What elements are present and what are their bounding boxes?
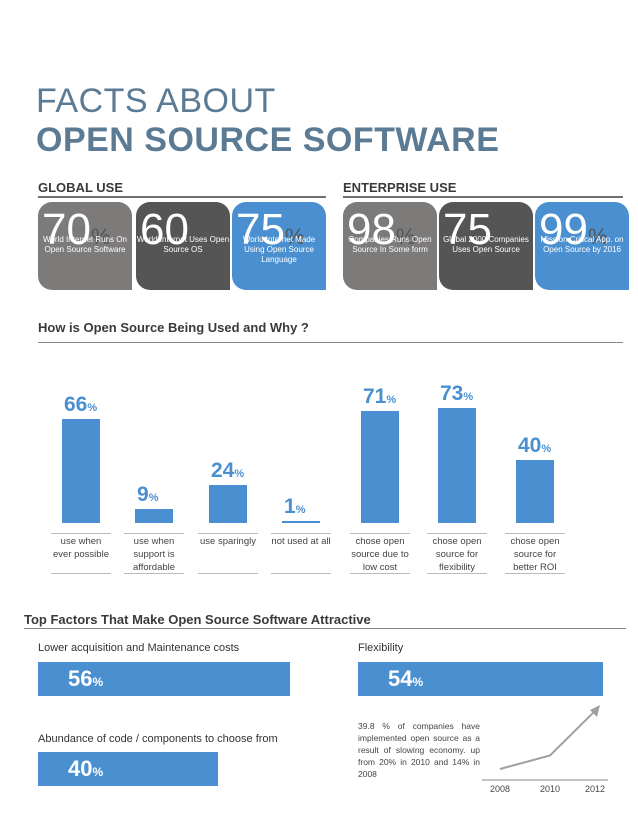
factors-heading: Top Factors That Make Open Source Softwa… (24, 612, 371, 627)
stat-tile-global-1: 70% World Internet Runs On Open Source S… (38, 202, 132, 290)
enterprise-use-heading: ENTERPRISE USE (343, 180, 457, 195)
label-rule (271, 533, 331, 534)
bar-1 (62, 418, 100, 523)
factor-bar-abundance: 40% (38, 752, 218, 786)
factor-label-costs: Lower acquisition and Maintenance costs (38, 642, 240, 654)
label-rule (505, 573, 565, 574)
stat-value: 70% (42, 205, 111, 254)
label-rule (350, 573, 410, 574)
label-rule (505, 533, 565, 534)
stat-tile-global-3: 75% World Internet Made Using Open Sourc… (232, 202, 326, 290)
trend-arrowhead (590, 704, 600, 717)
bar-3 (209, 485, 247, 523)
trend-line (499, 710, 596, 770)
stat-desc: Global 2000 Companies Uses Open Source (443, 235, 529, 254)
trend-line-chart: 2008 2010 2012 (482, 704, 608, 794)
label-rule (51, 533, 111, 534)
label-rule (124, 573, 184, 574)
bar-category-label: chose open source for better ROI (510, 536, 560, 573)
bar-5 (361, 410, 399, 523)
page-title-line1: FACTS ABOUT (36, 82, 276, 120)
stat-desc: Companies Runs Open Source In Some form (348, 235, 432, 254)
stat-value: 99% (539, 205, 608, 254)
bar-category-label: chose open source due to low cost (351, 536, 409, 573)
bar-category-label: not used at all (271, 536, 331, 547)
stat-tile-enterprise-2: 75% Global 2000 Companies Uses Open Sour… (439, 202, 533, 290)
factor-value-flexibility: 54% (388, 666, 424, 691)
bar-value-label: 71% (363, 384, 397, 408)
bar-value-label: 9% (137, 482, 159, 506)
label-rule (271, 573, 331, 574)
bar-6 (438, 407, 476, 523)
stat-value: 98% (347, 205, 416, 254)
factors-rule (24, 628, 626, 629)
stat-desc: World Internet Runs On Open Source Softw… (43, 235, 127, 254)
stat-desc: World Internet Uses Open Source OS (136, 235, 230, 254)
stat-value: 75% (236, 205, 305, 254)
x-tick-label: 2008 (490, 784, 510, 794)
factor-value-costs: 56% (68, 666, 104, 691)
bar-category-label: chose open source for flexibility (432, 536, 482, 573)
bar-value-label: 24% (211, 459, 245, 483)
bar-value-label: 1% (284, 495, 306, 519)
stat-tile-global-2: 60% World Internet Uses Open Source OS (136, 202, 230, 290)
bar-category-label: use sparingly (200, 536, 256, 547)
label-rule (124, 533, 184, 534)
x-tick-label: 2012 (585, 784, 605, 794)
bar-value-label: 73% (440, 381, 474, 405)
bar-category-label: use when support is affordable (132, 536, 176, 573)
factor-bar-costs: 56% (38, 662, 290, 696)
stat-tile-enterprise-3: 99% Mission Critical App. on Open Source… (535, 202, 629, 290)
label-rule (51, 573, 111, 574)
label-rule (198, 573, 258, 574)
stat-desc: World Internet Made Using Open Source La… (242, 235, 316, 264)
bar-value-label: 40% (518, 433, 552, 457)
enterprise-use-rule (343, 196, 623, 198)
bar-2 (135, 508, 173, 523)
stat-value: 75% (443, 205, 512, 254)
bar-7 (516, 459, 554, 523)
label-rule (350, 533, 410, 534)
x-tick-label: 2010 (540, 784, 560, 794)
global-use-rule (38, 196, 326, 198)
label-rule (427, 573, 487, 574)
factor-note: 39.8 % of companies have implemented ope… (358, 721, 480, 779)
factor-bar-flexibility: 54% (358, 662, 603, 696)
label-rule (198, 533, 258, 534)
stat-tile-enterprise-1: 98% Companies Runs Open Source In Some f… (343, 202, 437, 290)
bar-4 (282, 521, 320, 523)
label-rule (427, 533, 487, 534)
factor-value-abundance: 40% (68, 756, 104, 781)
global-use-heading: GLOBAL USE (38, 180, 123, 195)
bar-category-label: use when ever possible (53, 536, 109, 560)
factor-label-flexibility: Flexibility (358, 642, 404, 654)
usage-rule (38, 342, 623, 343)
usage-bar-chart: 66% use when ever possible 9% use when supp… (51, 381, 565, 574)
factor-label-abundance: Abundance of code / components to choose… (38, 733, 278, 745)
stat-value: 60% (140, 205, 209, 254)
stat-desc: Mission Critical App. on Open Source by … (540, 235, 624, 254)
usage-heading: How is Open Source Being Used and Why ? (38, 320, 309, 335)
bar-value-label: 66% (64, 392, 98, 416)
page-title-line2: OPEN SOURCE SOFTWARE (36, 121, 500, 159)
